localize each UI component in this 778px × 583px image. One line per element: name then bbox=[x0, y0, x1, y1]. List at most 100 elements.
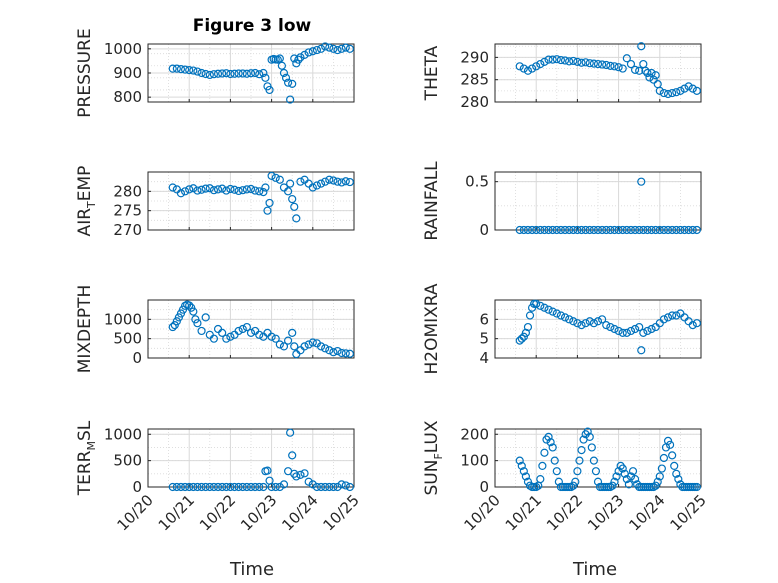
data-point bbox=[193, 482, 202, 492]
y-axis-label: TERRMSL bbox=[75, 420, 98, 496]
x-axis-label-left: Time bbox=[229, 559, 274, 580]
y-tick-label: 800 bbox=[113, 88, 142, 106]
data-point bbox=[288, 194, 297, 204]
data-point bbox=[316, 44, 326, 53]
data-point bbox=[585, 432, 594, 442]
data-point bbox=[193, 67, 202, 76]
data-point bbox=[296, 177, 305, 186]
data-point bbox=[622, 225, 631, 235]
data-point bbox=[197, 326, 206, 336]
y-tick-label: 285 bbox=[460, 71, 489, 89]
data-point bbox=[602, 321, 611, 330]
data-point bbox=[168, 64, 177, 73]
data-point bbox=[337, 44, 346, 53]
data-point bbox=[517, 334, 526, 343]
data-point bbox=[288, 79, 297, 88]
data-point bbox=[581, 58, 590, 67]
y-tick-label: 900 bbox=[113, 64, 142, 82]
data-point bbox=[532, 482, 541, 492]
data-point bbox=[622, 474, 631, 484]
data-point bbox=[624, 480, 634, 489]
data-point bbox=[201, 69, 210, 79]
data-point bbox=[618, 464, 627, 473]
data-point bbox=[610, 324, 619, 334]
data-point bbox=[261, 73, 270, 82]
data-point bbox=[213, 69, 223, 78]
data-point bbox=[517, 461, 526, 471]
data-point bbox=[238, 186, 247, 195]
data-point bbox=[630, 474, 640, 484]
data-point bbox=[519, 225, 528, 235]
data-point bbox=[593, 59, 603, 69]
data-point bbox=[205, 482, 214, 492]
data-point bbox=[333, 346, 342, 356]
data-point bbox=[290, 469, 299, 478]
data-point bbox=[218, 184, 227, 193]
data-point bbox=[265, 85, 274, 95]
data-point bbox=[622, 328, 631, 337]
data-point bbox=[209, 334, 219, 343]
data-point bbox=[230, 185, 239, 194]
data-point bbox=[523, 66, 533, 75]
data-point bbox=[189, 307, 198, 316]
data-point bbox=[286, 179, 295, 188]
data-point bbox=[523, 225, 533, 235]
data-point bbox=[226, 482, 235, 492]
data-point bbox=[573, 467, 582, 476]
data-point bbox=[612, 472, 621, 481]
data-point bbox=[585, 317, 594, 326]
figure-title: Figure 3 low bbox=[193, 16, 312, 36]
y-axis-label: MIXDEPTH bbox=[75, 285, 95, 374]
data-point bbox=[560, 313, 570, 322]
y-tick-label: 0 bbox=[132, 478, 142, 496]
data-point bbox=[639, 328, 648, 337]
data-point bbox=[663, 313, 673, 322]
data-point bbox=[180, 482, 190, 492]
data-point bbox=[292, 214, 301, 223]
data-point bbox=[643, 225, 652, 235]
data-point bbox=[263, 206, 272, 215]
data-point bbox=[267, 171, 276, 180]
data-point bbox=[277, 61, 286, 70]
data-point bbox=[602, 60, 611, 70]
data-point bbox=[230, 482, 239, 492]
data-point bbox=[532, 299, 541, 308]
axes-box bbox=[147, 428, 355, 488]
data-point bbox=[329, 348, 338, 357]
data-point bbox=[659, 88, 669, 98]
y-tick-label: 1000 bbox=[104, 425, 142, 443]
subplot-h2omixra: 45 6 H2OMIXRA bbox=[422, 283, 702, 375]
data-point bbox=[565, 315, 574, 324]
data-point bbox=[637, 346, 646, 355]
data-point bbox=[643, 326, 652, 336]
axes-box bbox=[494, 428, 702, 488]
data-point bbox=[180, 65, 190, 74]
data-point bbox=[593, 317, 603, 326]
data-point bbox=[325, 482, 334, 492]
data-point bbox=[536, 225, 545, 235]
y-tick-label: 4 bbox=[479, 349, 489, 367]
data-point bbox=[540, 225, 549, 235]
data-point bbox=[341, 481, 350, 490]
data-point bbox=[312, 482, 322, 492]
data-point bbox=[569, 225, 578, 235]
data-point bbox=[308, 47, 317, 56]
data-point bbox=[688, 225, 697, 235]
data-point bbox=[519, 467, 528, 476]
y-tick-label: 290 bbox=[460, 48, 489, 66]
data-point bbox=[680, 225, 689, 235]
data-point bbox=[286, 95, 295, 104]
data-point bbox=[238, 69, 247, 78]
data-point bbox=[670, 461, 679, 471]
data-point bbox=[668, 88, 677, 98]
y-tick-label: 270 bbox=[113, 221, 142, 239]
data-point bbox=[337, 178, 346, 187]
data-point bbox=[659, 225, 669, 235]
subplot-theta: 280 285 290 THETA bbox=[422, 42, 702, 111]
data-point bbox=[209, 70, 219, 79]
data-point bbox=[635, 66, 644, 75]
data-point bbox=[345, 482, 354, 492]
y-tick-label: 0 bbox=[479, 478, 489, 496]
data-point bbox=[614, 63, 623, 72]
data-point bbox=[674, 474, 683, 484]
